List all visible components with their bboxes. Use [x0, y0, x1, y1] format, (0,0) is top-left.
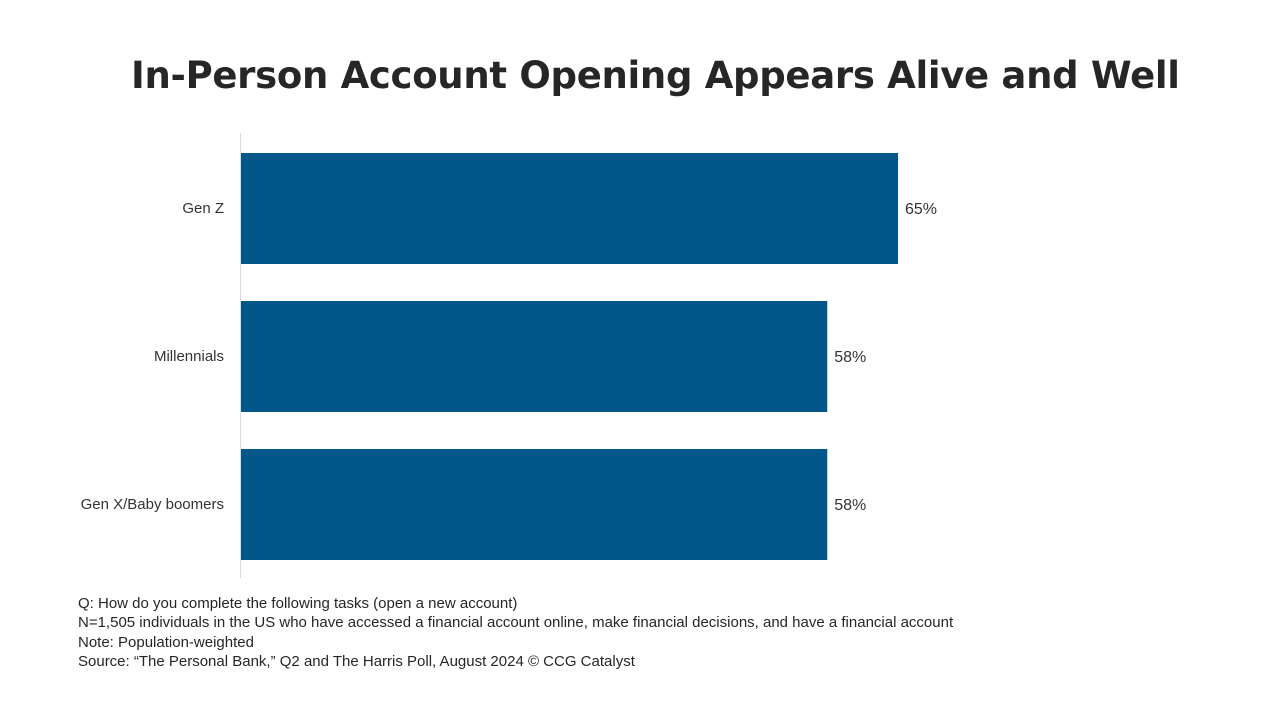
- chart-title: In-Person Account Opening Appears Alive …: [131, 54, 1180, 97]
- footnote-source: Source: “The Personal Bank,” Q2 and The …: [78, 653, 635, 671]
- bar-chart: Gen Z 65% Millennials 58% Gen X/Baby boomers…: [81, 133, 937, 578]
- value-label: 58%: [834, 497, 866, 514]
- footnotes: Q: How do you complete the following tas…: [78, 594, 953, 672]
- bar: [241, 449, 828, 560]
- category-label: Gen X/Baby boomers: [81, 496, 224, 513]
- value-label: 58%: [834, 349, 866, 366]
- footnote-note: Note: Population-weighted: [78, 633, 254, 651]
- bar: [241, 153, 898, 264]
- category-label: Millennials: [154, 348, 224, 365]
- footnote-sample: N=1,505 individuals in the US who have a…: [78, 614, 954, 632]
- footnote-question: Q: How do you complete the following tas…: [78, 595, 518, 612]
- bar: [241, 301, 828, 412]
- value-label: 65%: [905, 201, 937, 218]
- category-label: Gen Z: [182, 200, 224, 217]
